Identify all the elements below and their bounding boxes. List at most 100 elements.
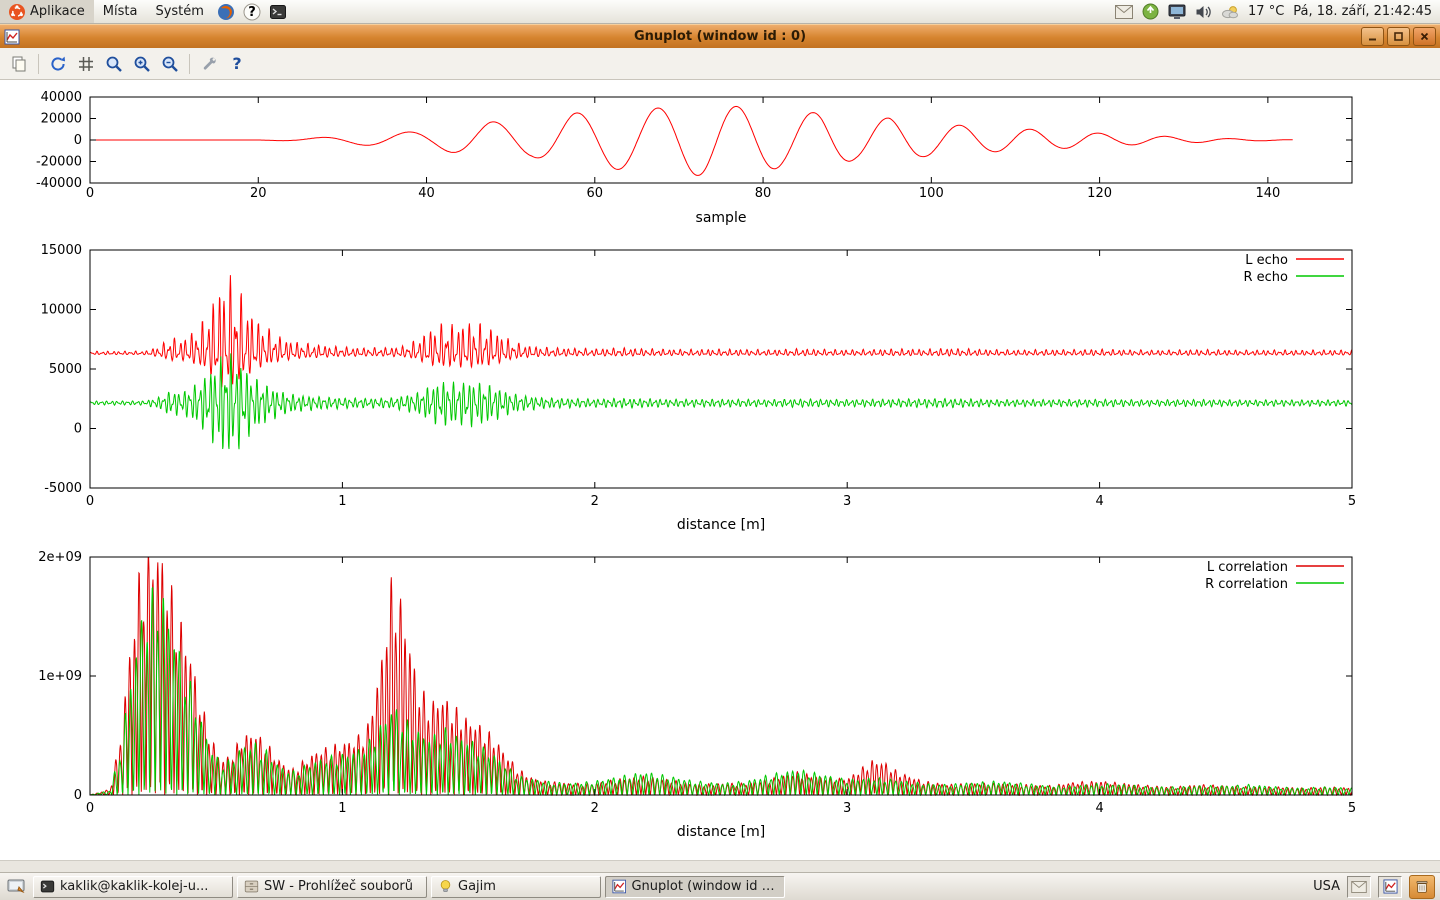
top-panel: Aplikace Místa Systém ? [0, 0, 1440, 24]
ubuntu-logo-icon [9, 3, 25, 20]
y-tick-label: 0 [74, 788, 82, 803]
window-footer [0, 860, 1440, 872]
y-tick-label: 20000 [41, 112, 82, 127]
series-line-r-echo [90, 353, 1352, 450]
clock[interactable]: Pá, 18. září, 21:42:45 [1293, 4, 1432, 19]
taskbar-item-gajim[interactable]: Gajim [431, 875, 601, 898]
update-icon[interactable] [1142, 3, 1159, 20]
menu-places-label: Místa [102, 4, 138, 19]
maximize-button[interactable] [1387, 27, 1410, 46]
x-tick-label: 20 [250, 186, 267, 201]
y-tick-label: 15000 [41, 243, 82, 258]
window-titlebar[interactable]: Gnuplot (window id : 0) [0, 24, 1440, 48]
keyboard-layout-indicator[interactable]: USA [1313, 879, 1340, 894]
plot-border [89, 249, 1353, 489]
x-tick-label: 60 [587, 186, 604, 201]
help-icon[interactable]: ? [239, 0, 265, 23]
plot-1: 0 20 40 60 80 100 120 140 -40000 -20000 0 20000 4000… [36, 90, 1353, 226]
x-tick-label: 2 [591, 494, 599, 509]
x-tick-label: 0 [86, 494, 94, 509]
y-tick-label: 5000 [49, 362, 82, 377]
x-tick-label: 2 [591, 801, 599, 816]
mail-tray-icon[interactable] [1347, 875, 1371, 898]
legend-label: R correlation [1205, 577, 1288, 592]
series-line-r-correlation [90, 587, 1352, 796]
taskbar-item-terminal[interactable]: kaklik@kaklik-kolej-u... [33, 875, 233, 898]
taskbar-item-label: Gnuplot (window id : 0) [631, 879, 778, 894]
menu-applications[interactable]: Aplikace [0, 0, 94, 23]
y-tick-label: 0 [74, 133, 82, 148]
zoom-fit-icon[interactable] [101, 51, 127, 77]
weather-icon[interactable] [1221, 5, 1239, 19]
gnuplot-toolbar: ? [0, 48, 1440, 80]
display-icon[interactable] [1168, 4, 1186, 20]
help-icon[interactable]: ? [224, 51, 250, 77]
svg-text:?: ? [248, 5, 256, 20]
series-line-l-correlation [90, 556, 1352, 796]
plot-border [89, 96, 1353, 184]
menu-applications-label: Aplikace [30, 4, 85, 19]
series-line-ping-signal [90, 105, 1293, 176]
legend-label: L echo [1245, 253, 1288, 268]
x-tick-label: 5 [1348, 494, 1356, 509]
taskbar-item-file-manager[interactable]: SW - Prohlížeč souborů [237, 875, 427, 898]
plot-canvas: 0 20 40 60 80 100 120 140 -40000 -20000 0 20000 4000… [0, 80, 1440, 860]
taskbar-item-gnuplot[interactable]: Gnuplot (window id : 0) [605, 875, 785, 898]
x-tick-label: 0 [86, 186, 94, 201]
taskbar-item-label: kaklik@kaklik-kolej-u... [60, 879, 209, 894]
toolbar-separator [189, 53, 190, 74]
y-tick-label: 40000 [41, 90, 82, 105]
window-buttons [1361, 27, 1436, 46]
x-tick-label: 0 [86, 801, 94, 816]
y-tick-label: -5000 [44, 481, 82, 496]
legend-label: R echo [1243, 270, 1288, 285]
zoom-out-icon[interactable] [157, 51, 183, 77]
gnuplot-icon [612, 879, 627, 894]
x-tick-label: 5 [1348, 801, 1356, 816]
x-tick-label: 1 [338, 494, 346, 509]
x-axis-label: distance [m] [677, 517, 765, 533]
x-tick-label: 1 [338, 801, 346, 816]
plots-canvas[interactable]: 0 20 40 60 80 100 120 140-40000-200000200004000… [0, 80, 1440, 860]
mail-icon[interactable] [1115, 4, 1134, 19]
show-desktop-button[interactable] [3, 876, 29, 898]
taskbar-item-label: SW - Prohlížeč souborů [264, 879, 414, 894]
plot-3: 0 1 2 3 4 5 0 1e+09 2e+09 distance [m] L correlati… [38, 550, 1356, 840]
copy-icon[interactable] [6, 51, 32, 77]
taskbar: kaklik@kaklik-kolej-u... SW - Prohlížeč … [0, 872, 1440, 900]
gajim-icon [440, 880, 451, 892]
firefox-icon[interactable] [213, 0, 239, 23]
toolbar-separator [38, 53, 39, 74]
settings-icon[interactable] [196, 51, 222, 77]
legend-label: L correlation [1207, 560, 1288, 575]
gnuplot-tray-icon[interactable] [1378, 875, 1402, 898]
x-tick-label: 4 [1095, 494, 1103, 509]
minimize-button[interactable] [1361, 27, 1384, 46]
close-button[interactable] [1413, 27, 1436, 46]
zoom-in-icon[interactable] [129, 51, 155, 77]
x-tick-label: 100 [919, 186, 944, 201]
x-axis-label: distance [m] [677, 824, 765, 840]
y-tick-label: 0 [74, 422, 82, 437]
trash-icon[interactable] [1409, 874, 1435, 899]
menu-places[interactable]: Místa [94, 0, 147, 23]
x-tick-label: 140 [1255, 186, 1280, 201]
volume-icon[interactable] [1195, 4, 1212, 20]
x-tick-label: 3 [843, 494, 851, 509]
terminal-icon[interactable] [265, 0, 291, 23]
menu-system-label: Systém [155, 4, 204, 19]
taskbar-item-label: Gajim [458, 879, 496, 894]
replot-icon[interactable] [45, 51, 71, 77]
x-tick-label: 40 [418, 186, 435, 201]
x-tick-label: 3 [843, 801, 851, 816]
temperature-label[interactable]: 17 °C [1248, 4, 1285, 19]
series-line-l-echo [90, 275, 1352, 388]
y-tick-label: -40000 [36, 176, 82, 191]
window-title: Gnuplot (window id : 0) [633, 29, 807, 44]
menu-system[interactable]: Systém [146, 0, 212, 23]
y-tick-label: 2e+09 [38, 550, 82, 565]
gnuplot-window-icon [4, 29, 20, 45]
y-tick-label: 10000 [41, 303, 82, 318]
x-axis-label: sample [696, 210, 747, 226]
grid-icon[interactable] [73, 51, 99, 77]
